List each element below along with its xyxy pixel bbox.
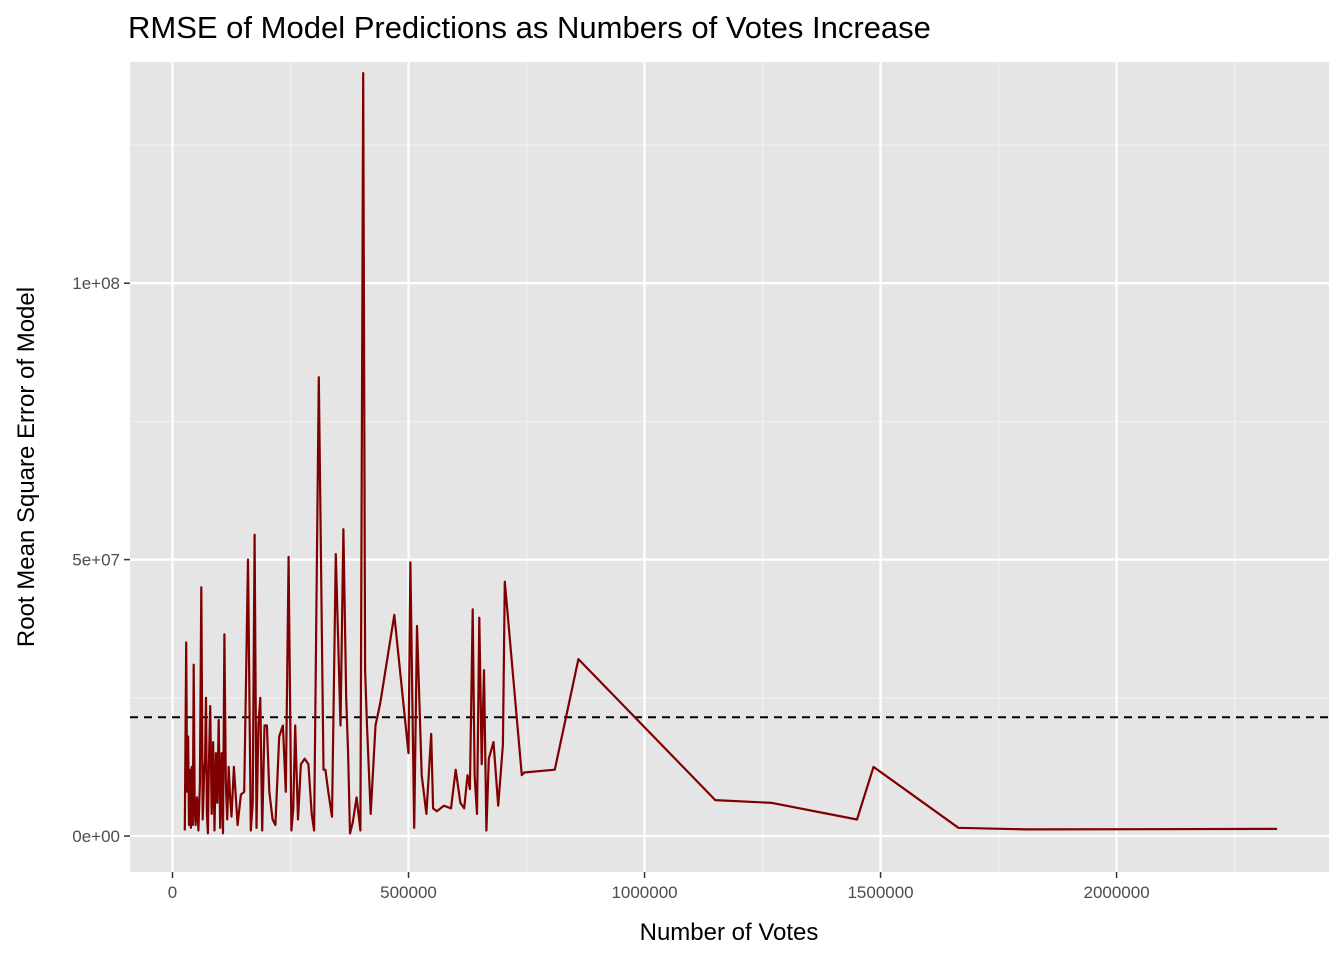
series-layer [183, 71, 1278, 835]
y-tick-label: 0e+00 [72, 827, 120, 846]
series-line [183, 71, 1278, 835]
x-tick-label: 2000000 [1083, 883, 1149, 902]
x-tick-label: 1000000 [611, 883, 677, 902]
x-tick-label: 1500000 [847, 883, 913, 902]
x-tick-label: 0 [168, 883, 177, 902]
plot-panel [130, 62, 1329, 872]
minor-gridlines [130, 62, 1329, 872]
y-axis: 0e+00 5e+07 1e+08 [72, 274, 130, 846]
y-tick-label: 1e+08 [72, 274, 120, 293]
x-axis-title: Number of Votes [640, 919, 819, 946]
y-axis-title: Root Mean Square Error of Model [13, 287, 40, 647]
y-tick-label: 5e+07 [72, 551, 120, 570]
x-tick-label: 500000 [380, 883, 437, 902]
chart-title: RMSE of Model Predictions as Numbers of … [128, 10, 931, 45]
x-axis: 0 500000 1000000 1500000 2000000 [168, 872, 1150, 902]
